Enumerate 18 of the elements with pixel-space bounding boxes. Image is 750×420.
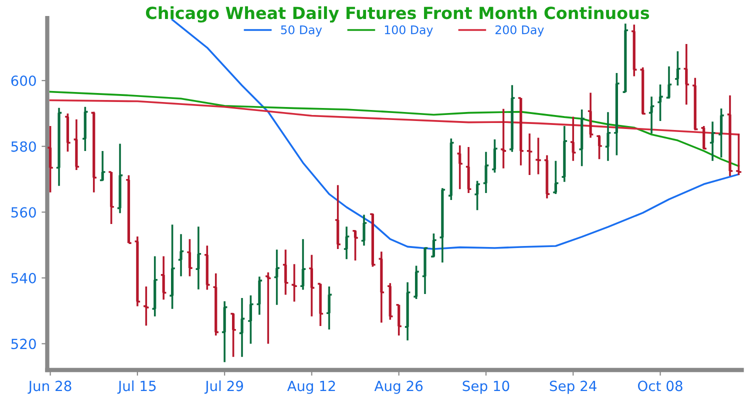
y-tick-label: 580 [11, 141, 36, 152]
x-tick-label: Sep 10 [462, 380, 510, 394]
x-tick-label: Aug 12 [287, 380, 335, 394]
legend-label: 200 Day [496, 25, 544, 37]
y-tick-label: 600 [11, 76, 36, 86]
y-tick-label: 540 [11, 272, 36, 284]
x-tick-label: Sep 24 [550, 380, 596, 394]
chart-title: Chicago Wheat Daily Futures Front Month Continuous [146, 6, 650, 23]
x-tick-label: Aug 26 [374, 380, 423, 394]
x-tick-label: Jul 15 [117, 380, 156, 394]
x-tick-label: Jul 29 [204, 380, 244, 394]
y-tick-label: 520 [11, 338, 36, 350]
line-series [49, 90, 740, 167]
x-tick-label: Jun 28 [28, 380, 72, 394]
legend-label: 50 Day [281, 25, 322, 37]
y-tick-label: 560 [11, 207, 36, 218]
x-tick-label: Oct 08 [638, 380, 682, 392]
legend-label: 100 Day [384, 25, 433, 37]
